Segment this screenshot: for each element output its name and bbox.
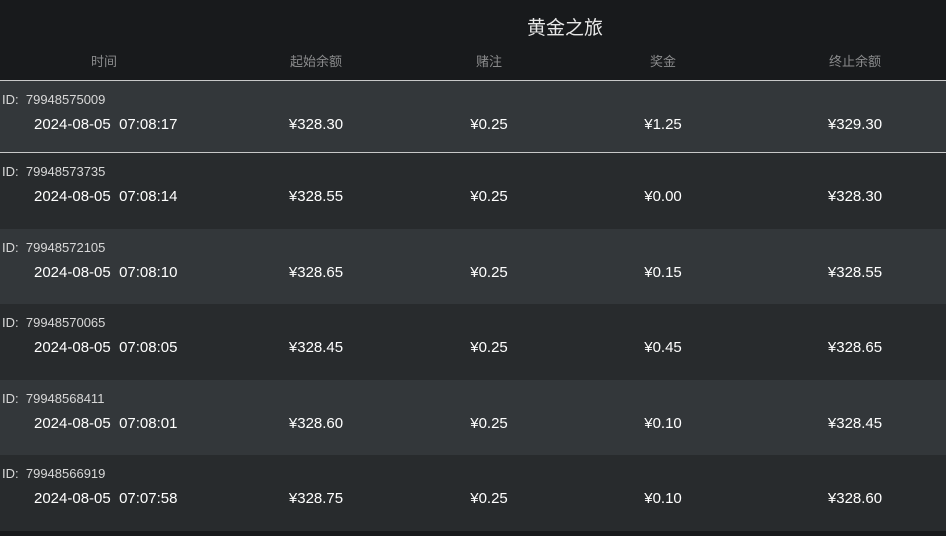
column-header-prize: 奖金 [649, 54, 677, 69]
end-balance-cell: ¥328.55 [827, 263, 883, 281]
time-cell: 2024-08-05 07:08:17 [34, 116, 178, 133]
column-header-bet: 赌注 [475, 54, 503, 69]
prize-cell: ¥0.00 [644, 188, 682, 205]
start-balance-cell: ¥328.30 [288, 116, 344, 133]
id-value: 79948570065 [25, 315, 106, 330]
start-balance-cell: ¥328.45 [288, 339, 344, 356]
bet-cell: ¥0.25 [470, 339, 508, 356]
id-label: ID: [2, 92, 19, 107]
id-label: ID: [2, 315, 19, 330]
id-label: ID: [2, 390, 19, 406]
bet-cell: ¥0.25 [470, 490, 508, 507]
table-row[interactable]: ID: 79948570065 2024-08-05 07:08:05 ¥328… [0, 304, 946, 380]
column-header-time: 时间 [90, 54, 118, 69]
column-header-start-balance: 起始余额 [289, 54, 343, 69]
page-title: 黄金之旅 [526, 18, 603, 39]
id-label: ID: [2, 239, 19, 255]
end-balance-cell: ¥329.30 [827, 116, 883, 133]
prize-cell: ¥0.45 [644, 339, 682, 356]
round-id: ID: 79948570065 [2, 315, 105, 330]
end-balance-cell: ¥328.65 [827, 339, 883, 356]
history-list: ID: 79948575009 2024-08-05 07:08:17 ¥328… [0, 80, 946, 531]
table-row[interactable]: ID: 79948572105 2024-08-05 07:08:10 ¥328… [0, 228, 946, 304]
table-row[interactable]: ID: 79948575009 2024-08-05 07:08:17 ¥328… [0, 80, 946, 153]
time-cell: 2024-08-05 07:08:01 [34, 414, 178, 432]
prize-cell: ¥0.10 [644, 490, 682, 507]
bet-cell: ¥0.25 [470, 263, 508, 281]
bet-cell: ¥0.25 [470, 188, 508, 205]
time-cell: 2024-08-05 07:07:58 [34, 490, 178, 507]
time-cell: 2024-08-05 07:08:10 [34, 263, 178, 281]
round-id: ID: 79948572105 [2, 240, 105, 255]
id-value: 79948575009 [25, 92, 106, 107]
end-balance-cell: ¥328.60 [827, 490, 883, 507]
start-balance-cell: ¥328.55 [288, 188, 344, 205]
end-balance-cell: ¥328.30 [827, 188, 883, 205]
table-row[interactable]: ID: 79948566919 2024-08-05 07:07:58 ¥328… [0, 455, 946, 531]
id-label: ID: [2, 164, 19, 179]
id-value: 79948568411 [25, 390, 105, 406]
column-header-end-balance: 终止余额 [828, 54, 882, 69]
end-balance-cell: ¥328.45 [827, 414, 883, 432]
round-id: ID: 79948568411 [2, 391, 104, 406]
id-value: 79948573735 [25, 164, 106, 179]
round-id: ID: 79948575009 [2, 92, 105, 107]
prize-cell: ¥0.15 [644, 263, 682, 281]
table-row[interactable]: ID: 79948573735 2024-08-05 07:08:14 ¥328… [0, 153, 946, 229]
start-balance-cell: ¥328.65 [288, 263, 344, 281]
table-row[interactable]: ID: 79948568411 2024-08-05 07:08:01 ¥328… [0, 379, 946, 455]
start-balance-cell: ¥328.75 [288, 490, 344, 507]
prize-cell: ¥0.10 [644, 414, 682, 432]
id-value: 79948572105 [25, 239, 106, 255]
id-value: 79948566919 [25, 466, 106, 481]
id-label: ID: [2, 466, 19, 481]
round-id: ID: 79948573735 [2, 164, 105, 179]
prize-cell: ¥1.25 [644, 116, 682, 133]
time-cell: 2024-08-05 07:08:14 [34, 188, 178, 205]
bet-cell: ¥0.25 [470, 116, 508, 133]
start-balance-cell: ¥328.60 [288, 414, 344, 432]
time-cell: 2024-08-05 07:08:05 [34, 339, 178, 356]
bet-cell: ¥0.25 [470, 414, 508, 432]
round-id: ID: 79948566919 [2, 466, 105, 481]
